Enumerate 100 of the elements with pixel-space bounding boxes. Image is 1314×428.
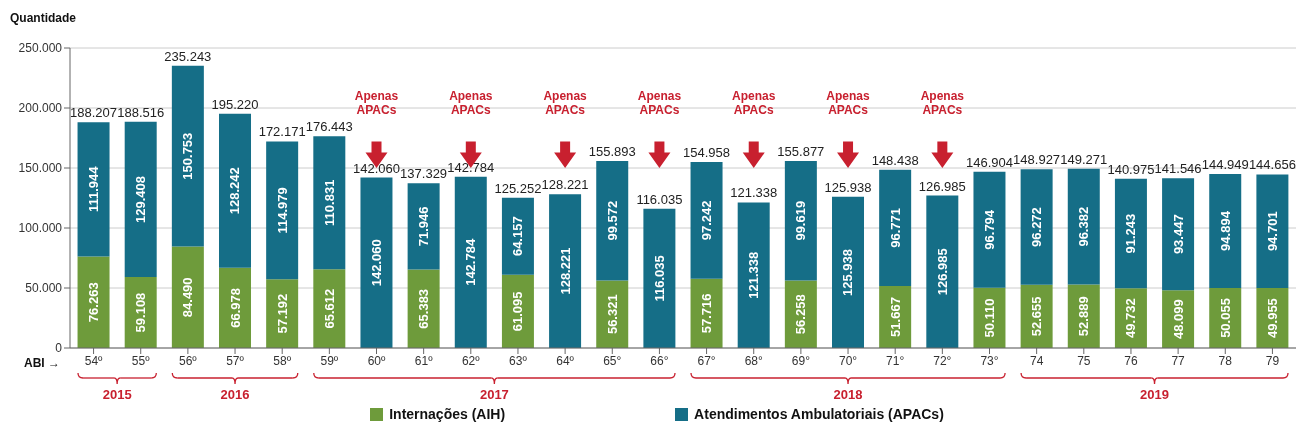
data-label: 94.701: [1264, 211, 1280, 252]
bar: [596, 160, 629, 281]
bar: [1114, 178, 1147, 289]
data-label: 56.321: [604, 294, 620, 335]
x-tick-label: 55º: [131, 353, 151, 368]
data-label: 110.831: [321, 179, 337, 226]
y-axis-title: Quantidade: [10, 11, 77, 25]
total-label: 125.252: [494, 180, 542, 196]
legend-label: Atendimentos Ambulatoriais (APACs): [694, 406, 944, 422]
text: 2017: [479, 387, 509, 402]
data-label: 96.771: [887, 208, 903, 248]
data-label: 125.938: [840, 248, 856, 296]
total-label: 142.060: [352, 160, 400, 176]
data-label: 65.383: [416, 288, 432, 329]
total-label: 148.927: [1013, 152, 1061, 168]
x-tick-label: 69°: [791, 353, 811, 368]
y-tick-label: 150.000: [18, 161, 63, 176]
total-label: 176.443: [305, 119, 353, 135]
bar: [454, 176, 487, 348]
text: 2016: [220, 387, 250, 402]
data-label: 111.944: [86, 165, 102, 213]
data-label: 84.490: [180, 277, 196, 318]
y-tick-label: 100.000: [18, 221, 63, 236]
x-tick-label: 67°: [697, 353, 716, 368]
total-label: 155.877: [777, 143, 825, 159]
annotation: Apenas APACs: [920, 88, 965, 117]
x-tick-label: 64º: [556, 353, 575, 368]
text: 2018: [833, 387, 863, 402]
bar: [1209, 174, 1242, 288]
data-label: 99.572: [604, 200, 620, 241]
total-label: 140.975: [1107, 161, 1155, 177]
total-label: 126.985: [918, 178, 966, 194]
data-label: 49.732: [1123, 298, 1139, 339]
bar: [360, 177, 393, 348]
total-label: 172.171: [258, 124, 306, 140]
data-label: 52.889: [1076, 296, 1092, 337]
x-tick-label: 56º: [179, 353, 198, 368]
data-label: 114.979: [274, 187, 290, 234]
x-tick-label: 58º: [273, 353, 292, 368]
bar: [77, 122, 110, 257]
bar: [690, 162, 723, 279]
total-label: 195.220: [211, 96, 259, 112]
total-label: 146.904: [965, 154, 1013, 170]
data-label: 57.192: [274, 293, 290, 334]
data-label: 150.753: [180, 132, 196, 180]
annotation: Apenas APACs: [543, 88, 588, 117]
data-label: 61.095: [510, 291, 526, 332]
data-label: 65.612: [321, 288, 337, 329]
legend-label: Internações (AIH): [389, 406, 506, 422]
bar: [501, 197, 534, 275]
bar: [124, 121, 157, 278]
bar: [171, 65, 204, 247]
total-label: 121.338: [730, 185, 778, 201]
bar: [1020, 169, 1053, 285]
total-label: 125.938: [824, 179, 872, 195]
x-tick-label: 74: [1029, 353, 1044, 368]
total-label: 116.035: [636, 191, 683, 207]
annotation: Apenas APACs: [732, 88, 776, 117]
y-tick-label: 50.000: [25, 281, 63, 296]
data-label: 64.157: [510, 216, 526, 257]
data-label: 56.258: [793, 294, 809, 335]
total-label: 155.893: [588, 143, 636, 159]
x-axis-title: ABI →: [24, 356, 60, 370]
bar: [407, 183, 440, 270]
text: 2019: [1140, 387, 1169, 402]
data-label: 96.382: [1076, 206, 1092, 247]
total-label: 188.207: [70, 105, 118, 121]
data-label: 66.978: [227, 287, 243, 328]
bar: [973, 171, 1006, 288]
data-label: 50.110: [981, 298, 997, 338]
data-label: 121.338: [746, 251, 762, 299]
data-label: 96.272: [1029, 207, 1045, 247]
x-tick-label: 72°: [933, 353, 952, 368]
total-label: 144.656: [1248, 157, 1296, 173]
x-tick-label: 65°: [603, 353, 622, 368]
annotation: Apenas APACs: [637, 88, 682, 117]
total-label: 235.243: [164, 48, 212, 64]
x-tick-label: 60º: [367, 353, 386, 368]
bar: [926, 195, 959, 348]
bar: [832, 196, 865, 348]
data-label: 99.619: [793, 200, 809, 241]
y-tick-label: 200.000: [18, 101, 63, 116]
data-label: 71.946: [416, 206, 432, 247]
x-tick-label: 78: [1218, 353, 1233, 368]
data-label: 128.242: [227, 167, 243, 215]
data-label: 50.055: [1217, 298, 1233, 338]
x-tick-label: 79: [1265, 353, 1280, 368]
x-tick-label: 71°: [886, 353, 905, 368]
text: 2015: [102, 387, 132, 402]
bar: [1067, 168, 1100, 285]
x-tick-label: 66°: [650, 353, 669, 368]
bar: [784, 160, 817, 281]
data-label: 49.955: [1264, 298, 1280, 338]
y-tick-label: 0: [55, 341, 63, 356]
data-label: 142.060: [368, 239, 384, 287]
data-label: 57.716: [699, 293, 715, 334]
data-label: 94.894: [1217, 210, 1233, 251]
bar: [219, 113, 252, 268]
y-tick-label: 250.000: [18, 41, 63, 56]
bar: [643, 208, 676, 348]
